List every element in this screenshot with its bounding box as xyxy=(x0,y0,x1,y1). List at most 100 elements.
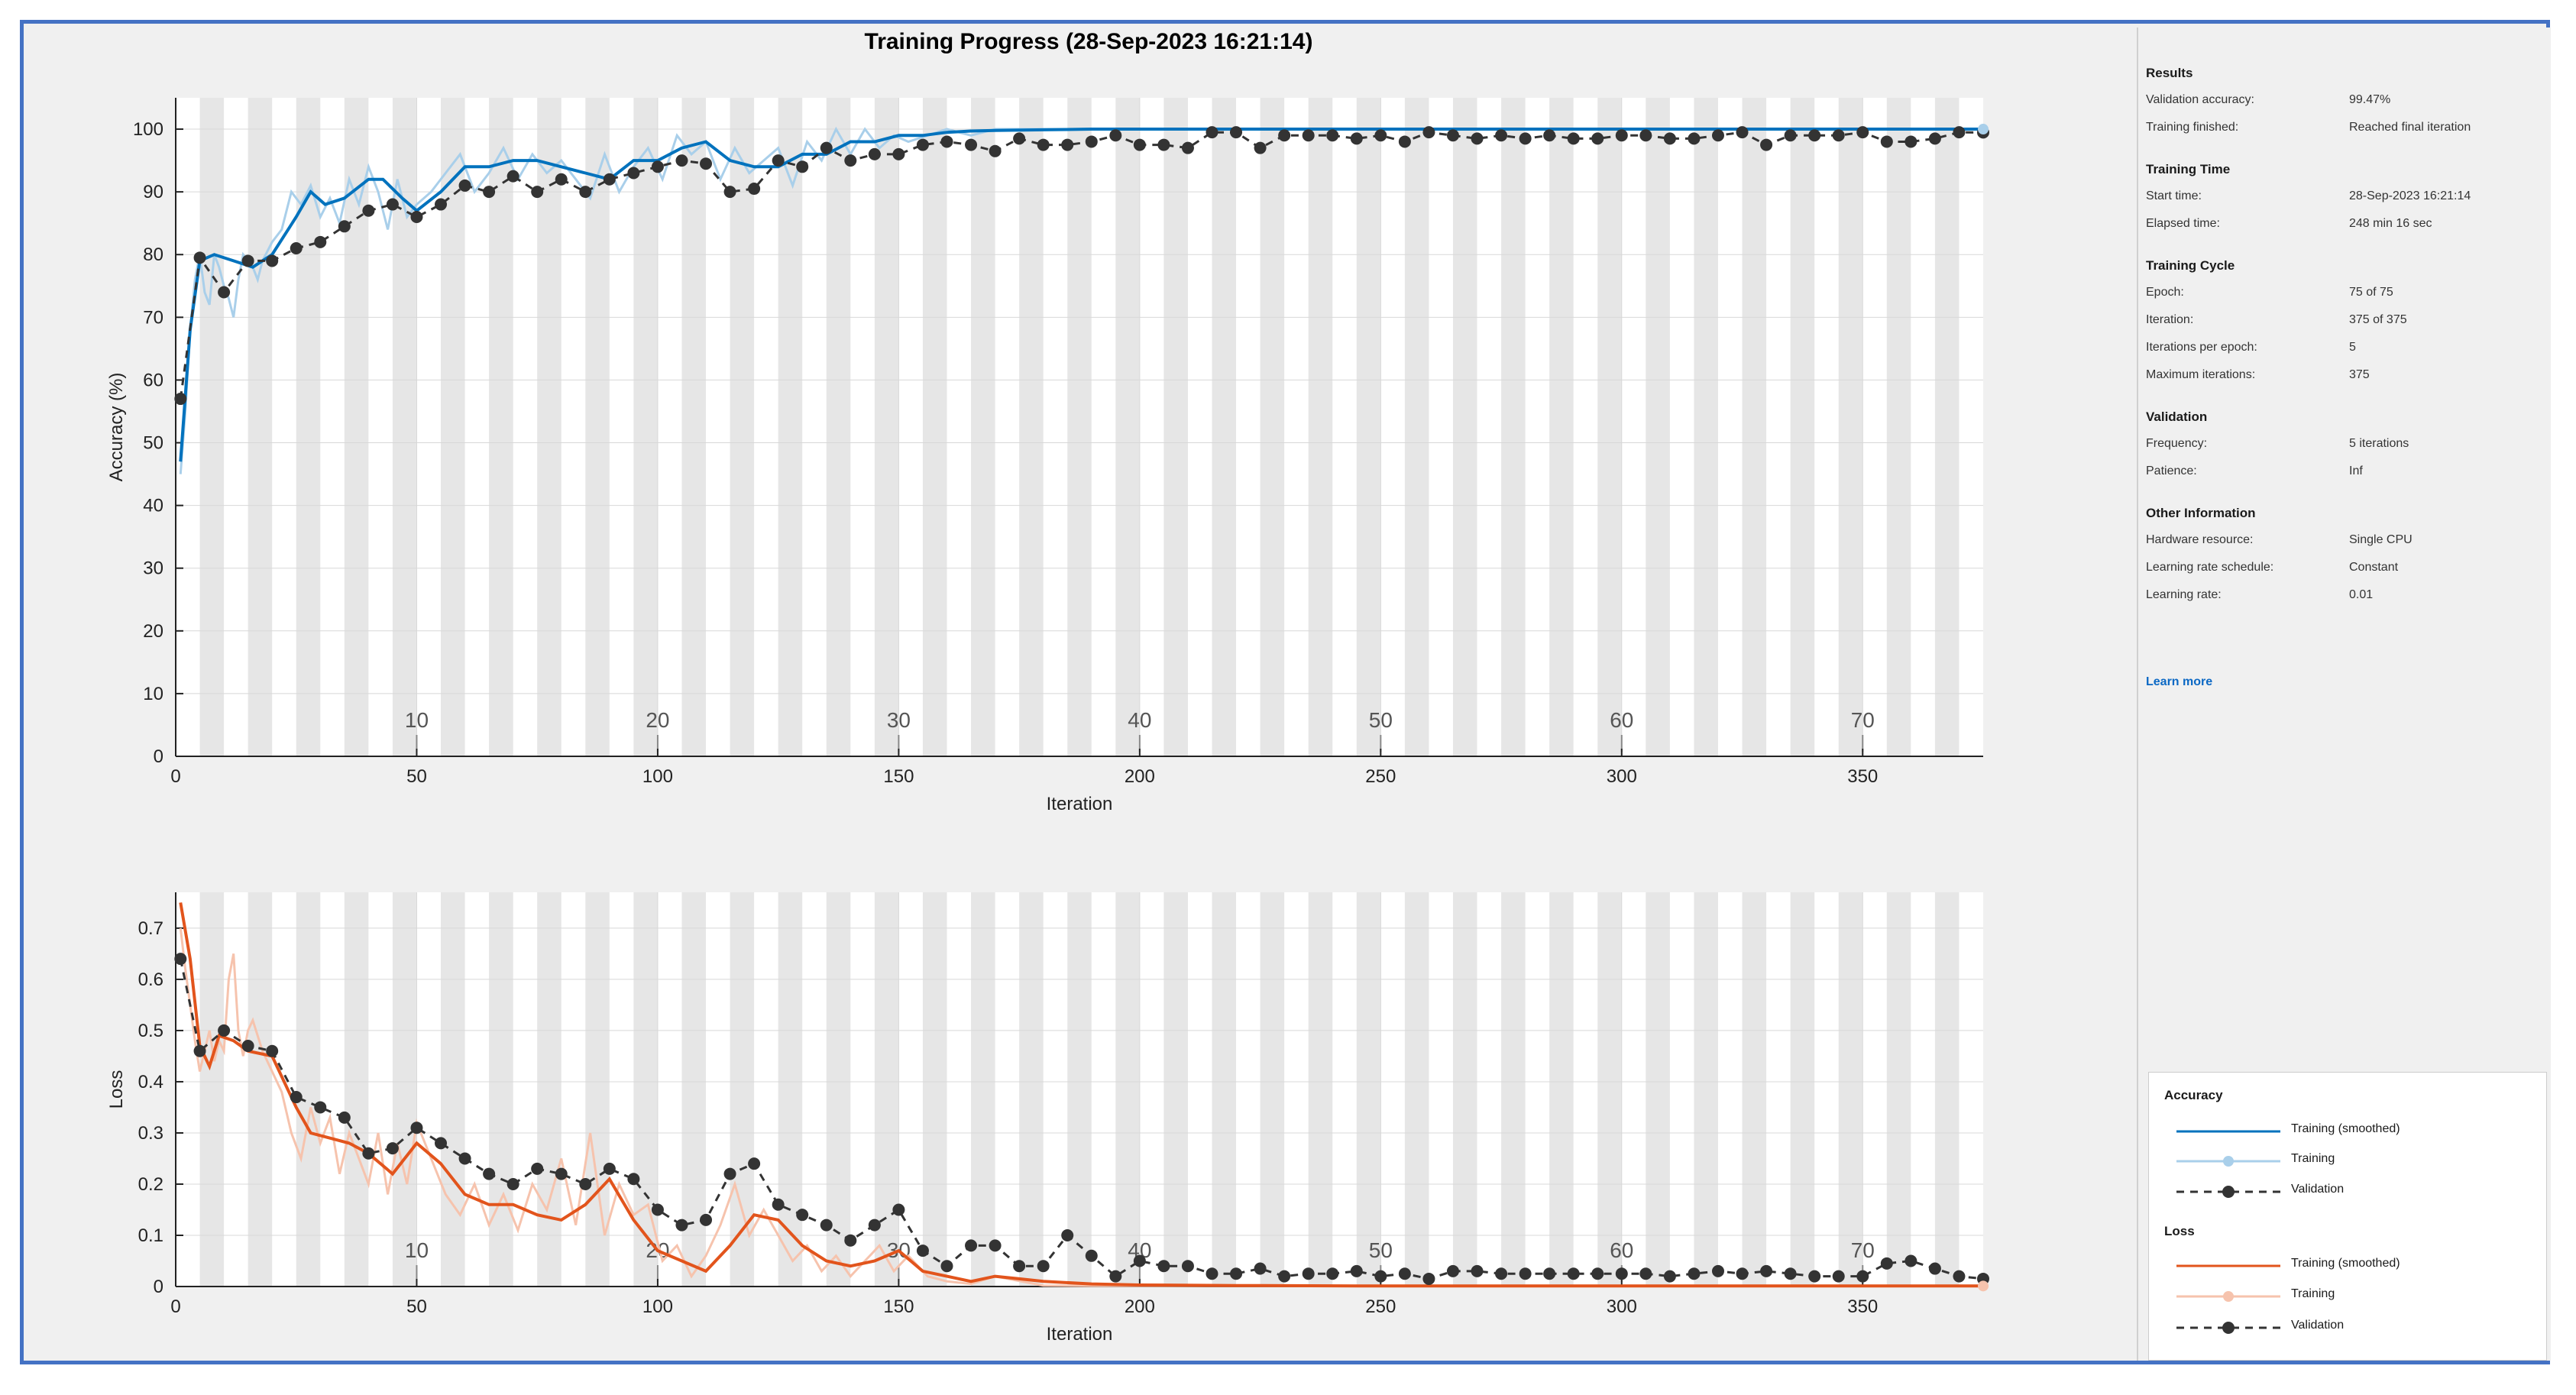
validation-point xyxy=(1133,1254,1146,1267)
x-tick-label: 350 xyxy=(1847,1296,1878,1317)
epoch-band xyxy=(681,98,707,756)
epoch-band xyxy=(1115,98,1140,756)
validation-point xyxy=(651,1203,664,1216)
training-smoothed-line xyxy=(179,902,1983,1288)
y-tick-label: 0.4 xyxy=(138,1072,163,1092)
validation-point xyxy=(458,1152,471,1165)
validation-point xyxy=(1398,1267,1411,1280)
training-raw-line xyxy=(179,126,1983,474)
info-label: Start time: xyxy=(2146,189,2202,202)
epoch-band xyxy=(441,892,465,1287)
validation-point xyxy=(1302,1267,1315,1280)
validation-point xyxy=(1904,1254,1917,1267)
validation-point xyxy=(603,1162,616,1175)
validation-point xyxy=(1422,126,1435,139)
validation-point xyxy=(1133,138,1146,151)
validation-point xyxy=(675,154,688,167)
legend-loss-heading: Loss xyxy=(2164,1224,2195,1238)
y-tick-label: 0 xyxy=(154,1277,163,1297)
epoch-band xyxy=(1646,98,1670,756)
validation-point xyxy=(627,1173,640,1186)
validation-point xyxy=(675,1219,688,1232)
epoch-band xyxy=(199,98,225,756)
info-value: 0.01 xyxy=(2349,588,2374,601)
validation-point xyxy=(579,1177,592,1190)
validation-point xyxy=(1519,1267,1532,1280)
epoch-band xyxy=(1934,892,1960,1287)
epoch-band xyxy=(1549,892,1574,1287)
x-tick-label: 350 xyxy=(1847,766,1878,787)
epoch-tick-label: 10 xyxy=(405,1238,429,1262)
legend-loss-smoothed-label: Training (smoothed) xyxy=(2291,1257,2400,1270)
epoch-band xyxy=(344,892,369,1287)
info-label: Iterations per epoch: xyxy=(2146,341,2257,354)
y-axis-label: Accuracy (%) xyxy=(106,373,127,482)
validation-point xyxy=(1880,1257,1893,1270)
epoch-band xyxy=(1646,892,1670,1287)
legend-acc-training-label: Training xyxy=(2291,1152,2335,1165)
validation-point xyxy=(1446,1264,1459,1277)
epoch-band xyxy=(1838,98,1863,756)
validation-point xyxy=(1230,1267,1243,1280)
training-final-point xyxy=(1978,124,1989,135)
epoch-band xyxy=(585,98,610,756)
validation-point xyxy=(1350,1264,1363,1277)
validation-point xyxy=(1254,141,1267,154)
validation-point xyxy=(748,183,761,196)
info-value: 5 iterations xyxy=(2349,437,2409,450)
validation-point xyxy=(483,1167,496,1180)
legend-accuracy-heading: Accuracy xyxy=(2164,1088,2223,1102)
info-value: Single CPU xyxy=(2349,533,2413,546)
validation-point xyxy=(1663,1270,1676,1283)
epoch-tick-label: 20 xyxy=(646,708,669,732)
validation-point xyxy=(1157,1260,1170,1273)
learn-more-link[interactable]: Learn more xyxy=(2146,675,2213,688)
info-label: Learning rate: xyxy=(2146,588,2222,601)
legend-swatch-marker xyxy=(2223,1156,2234,1167)
validation-point xyxy=(1278,129,1291,142)
x-tick-label: 50 xyxy=(406,1296,427,1317)
validation-point xyxy=(1278,1270,1291,1283)
x-tick-label: 50 xyxy=(406,766,427,787)
y-tick-label: 0.6 xyxy=(138,969,163,990)
y-tick-label: 20 xyxy=(143,621,163,642)
y-tick-label: 100 xyxy=(133,119,163,140)
legend-swatch-marker xyxy=(2222,1322,2235,1334)
epoch-tick-label: 10 xyxy=(405,708,429,732)
validation-point xyxy=(1711,1264,1724,1277)
validation-point xyxy=(1037,138,1050,151)
validation-point xyxy=(193,1044,206,1057)
epoch-band xyxy=(778,98,803,756)
epoch-band xyxy=(1790,892,1815,1287)
info-label: Learning rate schedule: xyxy=(2146,561,2274,574)
training-smoothed-line xyxy=(179,128,1983,462)
epoch-band xyxy=(1694,892,1718,1287)
epoch-band xyxy=(248,98,273,756)
epoch-band xyxy=(392,892,417,1287)
info-value: 248 min 16 sec xyxy=(2349,217,2432,230)
y-axis-label: Loss xyxy=(106,1070,127,1109)
epoch-tick-label: 60 xyxy=(1610,708,1633,732)
epoch-band xyxy=(248,892,273,1287)
epoch-band xyxy=(874,98,899,756)
legend-loss-validation-label: Validation xyxy=(2291,1319,2345,1332)
y-tick-label: 0.2 xyxy=(138,1174,163,1195)
x-tick-label: 250 xyxy=(1365,1296,1396,1317)
validation-point xyxy=(362,1147,375,1160)
validation-point xyxy=(1808,129,1821,142)
epoch-band xyxy=(296,892,321,1287)
validation-point xyxy=(338,1111,351,1124)
epoch-band xyxy=(537,892,561,1287)
epoch-band xyxy=(1790,98,1815,756)
validation-point xyxy=(1374,129,1387,142)
validation-point xyxy=(1109,1270,1122,1283)
validation-point xyxy=(483,186,496,199)
info-section-heading: Training Time xyxy=(2146,162,2231,176)
validation-point xyxy=(700,1213,713,1226)
validation-point xyxy=(1374,1270,1387,1283)
info-label: Elapsed time: xyxy=(2146,217,2220,230)
validation-point xyxy=(531,1162,544,1175)
validation-point xyxy=(1567,1267,1580,1280)
validation-point xyxy=(940,135,953,148)
epoch-band xyxy=(1212,98,1237,756)
